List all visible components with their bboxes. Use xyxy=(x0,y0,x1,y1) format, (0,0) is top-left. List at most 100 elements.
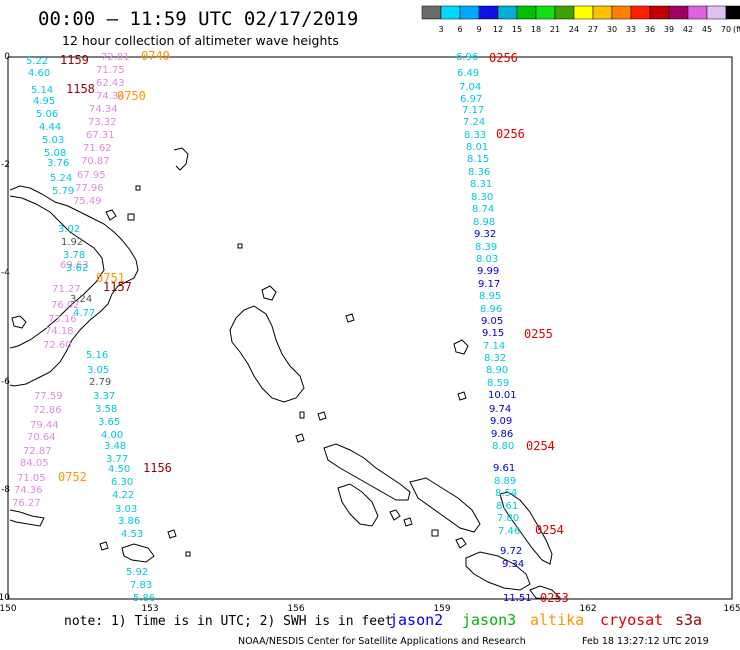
track-value-label: 7.80 xyxy=(497,513,519,524)
coastlines xyxy=(9,147,562,600)
legend-tick-label: (ft) xyxy=(733,25,740,34)
track-value-label: 4.22 xyxy=(112,490,134,501)
legend-tick-label: 45 xyxy=(702,25,712,34)
track-value-label: 72.87 xyxy=(23,446,52,457)
legend-tick-label: 30 xyxy=(607,25,617,34)
track-value-label: 9.05 xyxy=(481,316,503,327)
map-title: 00:00 – 11:59 UTC 02/17/2019 xyxy=(38,8,358,30)
track-value-label: 6.49 xyxy=(457,68,479,79)
track-value-label: 3.78 xyxy=(63,250,85,261)
track-time-label: 0750 xyxy=(117,89,146,103)
track-value-label: 5.86 xyxy=(133,593,155,604)
coastline-islet-11 xyxy=(389,509,401,521)
track-value-label: 67.95 xyxy=(77,170,106,181)
track-time-label: 0751 xyxy=(96,271,125,285)
track-time-label: 0749 xyxy=(141,49,170,63)
track-value-label: 77.59 xyxy=(34,391,63,402)
coastline-islet-9 xyxy=(317,411,327,421)
legend-s3a: s3a xyxy=(675,611,702,629)
coastline-islet-8 xyxy=(299,411,305,419)
track-value-label: 8.98 xyxy=(473,217,495,228)
legend-swatch xyxy=(459,5,480,20)
coastline-new-britain-tip xyxy=(9,509,45,527)
track-value-label: 8.90 xyxy=(486,365,508,376)
track-value-label: 74.18 xyxy=(45,326,74,337)
coastline-santa-isabel xyxy=(409,477,481,533)
y-axis-label: 0 xyxy=(4,52,10,62)
track-value-label: 3.37 xyxy=(93,391,115,402)
legend-tick-label: 33 xyxy=(626,25,636,34)
track-time-label: 1156 xyxy=(143,461,172,475)
left-track-values: 5.22 72.81 4.60 71.75 62.43 5.14 74.34 4.95 74.3… xyxy=(12,52,155,604)
track-value-label: 74.36 xyxy=(14,485,43,496)
footer-timestamp: Feb 18 13:27:12 UTC 2019 xyxy=(582,636,709,647)
track-value-label: 11.51 xyxy=(503,593,532,604)
coastline-islet-16 xyxy=(457,391,467,401)
track-value-label: 7.14 xyxy=(483,341,505,352)
legend-tick-label: 27 xyxy=(588,25,598,34)
coastline-islet-7 xyxy=(345,313,355,323)
track-value-label: 8.36 xyxy=(468,167,490,178)
coastline-new-georgia xyxy=(337,483,379,527)
track-value-label: 9.09 xyxy=(490,416,512,427)
track-value-label: 9.34 xyxy=(502,559,524,570)
track-value-label: 3.76 xyxy=(47,158,69,169)
legend-tick-label: 15 xyxy=(512,25,522,34)
track-value-label: 79.44 xyxy=(30,420,59,431)
coastline-makira xyxy=(529,585,562,600)
coastline-islet-2 xyxy=(105,209,117,221)
track-value-label: 70.87 xyxy=(81,156,110,167)
coastline-guadalcanal xyxy=(465,551,531,591)
coastline-islet-19 xyxy=(185,551,191,557)
track-value-label: 70.64 xyxy=(27,432,56,443)
track-value-label: 5.06 xyxy=(36,109,58,120)
track-value-label: 2.79 xyxy=(89,377,111,388)
coastline-islet-13 xyxy=(431,529,439,537)
track-time-label: 0256 xyxy=(496,127,525,141)
right-track-times: 0256 0256 0255 0254 0254 0253 xyxy=(489,51,569,605)
legend-swatch xyxy=(554,5,575,20)
legend-swatch xyxy=(668,5,689,20)
legend-tick-label: 21 xyxy=(550,25,560,34)
track-time-label: 1157 xyxy=(103,280,132,294)
legend-swatch xyxy=(573,5,594,20)
legend-tick-label: 39 xyxy=(664,25,674,34)
track-value-label: 6.97 xyxy=(460,94,482,105)
track-value-label: 71.75 xyxy=(96,65,125,76)
track-value-label: 72.81 xyxy=(101,52,130,63)
coastline-islet-6 xyxy=(237,243,243,249)
track-value-label: 9.74 xyxy=(489,404,511,415)
legend-tick-label: 3 xyxy=(438,25,443,34)
track-value-label: 9.32 xyxy=(474,229,496,240)
track-value-label: 74.34 xyxy=(89,104,118,115)
y-axis-label: -10 xyxy=(0,593,10,603)
coastline-islet-15 xyxy=(453,339,469,355)
track-value-label: 8.01 xyxy=(466,142,488,153)
track-value-label: 8.15 xyxy=(467,154,489,165)
track-time-label: 0255 xyxy=(524,327,553,341)
coastline-new-ireland xyxy=(9,185,139,387)
track-value-label: 8.89 xyxy=(494,476,516,487)
track-value-label: 3.62 xyxy=(66,263,88,274)
track-value-label: 8.32 xyxy=(484,353,506,364)
coastline-woodlark xyxy=(121,543,155,563)
legend-tick-label: 70 xyxy=(721,25,731,34)
x-axis-labels: 150 153 156 159 162 165 xyxy=(0,604,740,614)
track-time-label: 1158 xyxy=(66,82,95,96)
track-value-label: 3.03 xyxy=(115,504,137,515)
legend-swatch xyxy=(497,5,518,20)
coastline-islet-12 xyxy=(403,517,413,527)
track-value-label: 72.86 xyxy=(33,405,62,416)
track-value-label: 10.01 xyxy=(488,390,517,401)
legend-swatch xyxy=(535,5,556,20)
track-value-label: 5.14 xyxy=(31,85,53,96)
track-value-label: 8.80 xyxy=(492,441,514,452)
track-value-label: 3.86 xyxy=(118,516,140,527)
track-value-label: 3.65 xyxy=(98,417,120,428)
track-value-label: 71.05 xyxy=(17,473,46,484)
y-axis-label: -6 xyxy=(1,377,10,387)
track-value-label: 67.31 xyxy=(86,130,115,141)
legend-tick-label: 9 xyxy=(476,25,481,34)
legend-swatch xyxy=(630,5,651,20)
